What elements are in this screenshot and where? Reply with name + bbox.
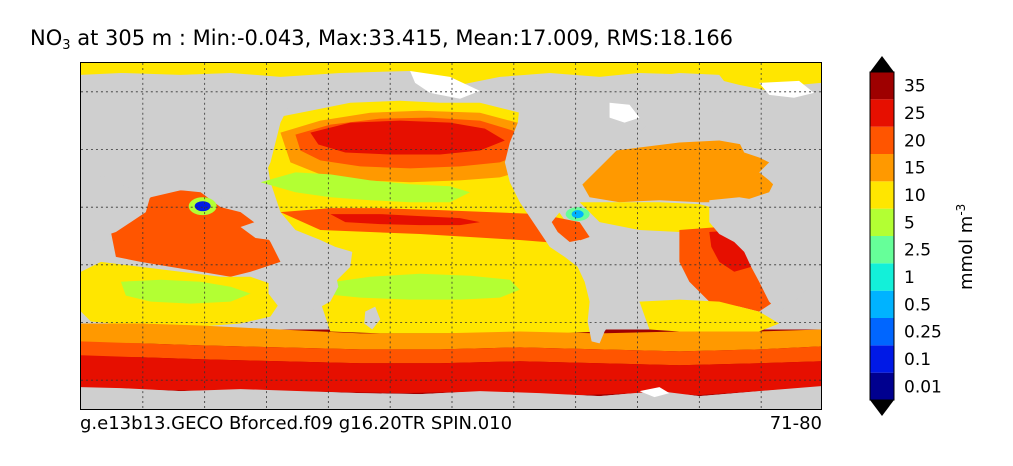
year-range-label: 71-80 [769, 413, 822, 434]
colorbar-graphic: 0.01 0.1 0.25 0.5 1 2.5 5 10 15 20 25 35 [869, 56, 942, 416]
colorbar-tick-label: 0.25 [904, 323, 942, 343]
colorbar-tick-label: 0.1 [904, 350, 931, 370]
north-pacific-subtropical-low [260, 172, 470, 203]
title-subscript: 3 [62, 38, 71, 53]
new-zealand [364, 306, 381, 330]
colorbar-tick-label: 15 [904, 159, 926, 179]
antarctica-landmass [81, 386, 821, 409]
title-stats: at 305 m : Min:-0.043, Max:33.415, Mean:… [70, 26, 734, 50]
colorbar-units-label: mmol m-3 [954, 203, 977, 290]
africa-landmass [709, 197, 820, 312]
north-atlantic-subtropical [579, 202, 730, 233]
colorbar-segment [870, 99, 894, 127]
antarctic-ice-fringe [639, 387, 670, 398]
arabia-east-africa [81, 172, 151, 247]
colorbar-segment [870, 181, 894, 209]
colorbar-segment [870, 72, 894, 100]
colorbar-tick-label: 1 [904, 268, 915, 288]
equatorial-pacific-core [330, 214, 480, 226]
chart-title: NO3 at 305 m : Min:-0.043, Max:33.415, M… [30, 26, 734, 53]
lat-lon-grid [81, 63, 821, 409]
greenland [639, 72, 730, 123]
colorbar-tick-label: 20 [904, 131, 926, 151]
south-pacific-subtropical-low [320, 273, 520, 300]
asia-landmass [81, 74, 291, 208]
units-superscript: -3 [954, 203, 968, 216]
americas-landmass [504, 77, 660, 344]
colorbar-segment [870, 318, 894, 346]
indian-ocean [110, 190, 281, 277]
colorbar-tick-label: 2.5 [904, 241, 931, 261]
run-name-label: g.e13b13.GECO Bforced.f09 g16.20TR SPIN.… [80, 413, 513, 434]
colorbar-under-arrow [870, 400, 894, 416]
colorbar-segment [870, 236, 894, 264]
hudson-bay-ice [609, 102, 640, 123]
colorbar-outline [869, 71, 895, 401]
southern-ocean-red-band [81, 341, 821, 366]
colorbar-segment [870, 290, 894, 318]
caribbean-min [571, 210, 584, 219]
colorbar-tick-label: 35 [904, 77, 926, 97]
ocean-nitrate-map [81, 63, 821, 409]
southern-ocean-deep-red-band [81, 355, 821, 396]
colorbar-over-arrow [870, 56, 894, 72]
indian-ocean-green [120, 279, 251, 304]
title-prefix: NO [30, 26, 63, 50]
colorbar-segment [870, 126, 894, 154]
map-plot-area [80, 62, 822, 410]
south-atlantic [639, 299, 780, 332]
colorbar-segment [870, 345, 894, 373]
colorbar-tick-label: 0.01 [904, 377, 942, 397]
colorbar-segment [870, 208, 894, 236]
colorbar-segment [870, 154, 894, 182]
australia-landmass [268, 259, 339, 312]
colorbar-segment [870, 372, 894, 400]
colorbar-tick-label: 5 [904, 213, 915, 233]
arctic-sea-ice [410, 70, 480, 99]
units-text: mmol m [956, 215, 977, 290]
colorbar-tick-label: 25 [904, 104, 926, 124]
barents-sea-ice [759, 80, 815, 98]
bay-of-bengal-min [194, 201, 211, 212]
eurasia-landmass [719, 82, 821, 193]
southern-ocean-orange-band [81, 323, 821, 352]
colorbar-segment [870, 263, 894, 291]
colorbar: 0.01 0.1 0.25 0.5 1 2.5 5 10 15 20 25 35 [862, 50, 982, 430]
maritime-continent [240, 220, 296, 240]
colorbar-tick-label: 0.5 [904, 295, 931, 315]
colorbar-tick-label: 10 [904, 186, 926, 206]
north-atlantic [569, 140, 780, 203]
north-pacific-max [310, 120, 505, 155]
